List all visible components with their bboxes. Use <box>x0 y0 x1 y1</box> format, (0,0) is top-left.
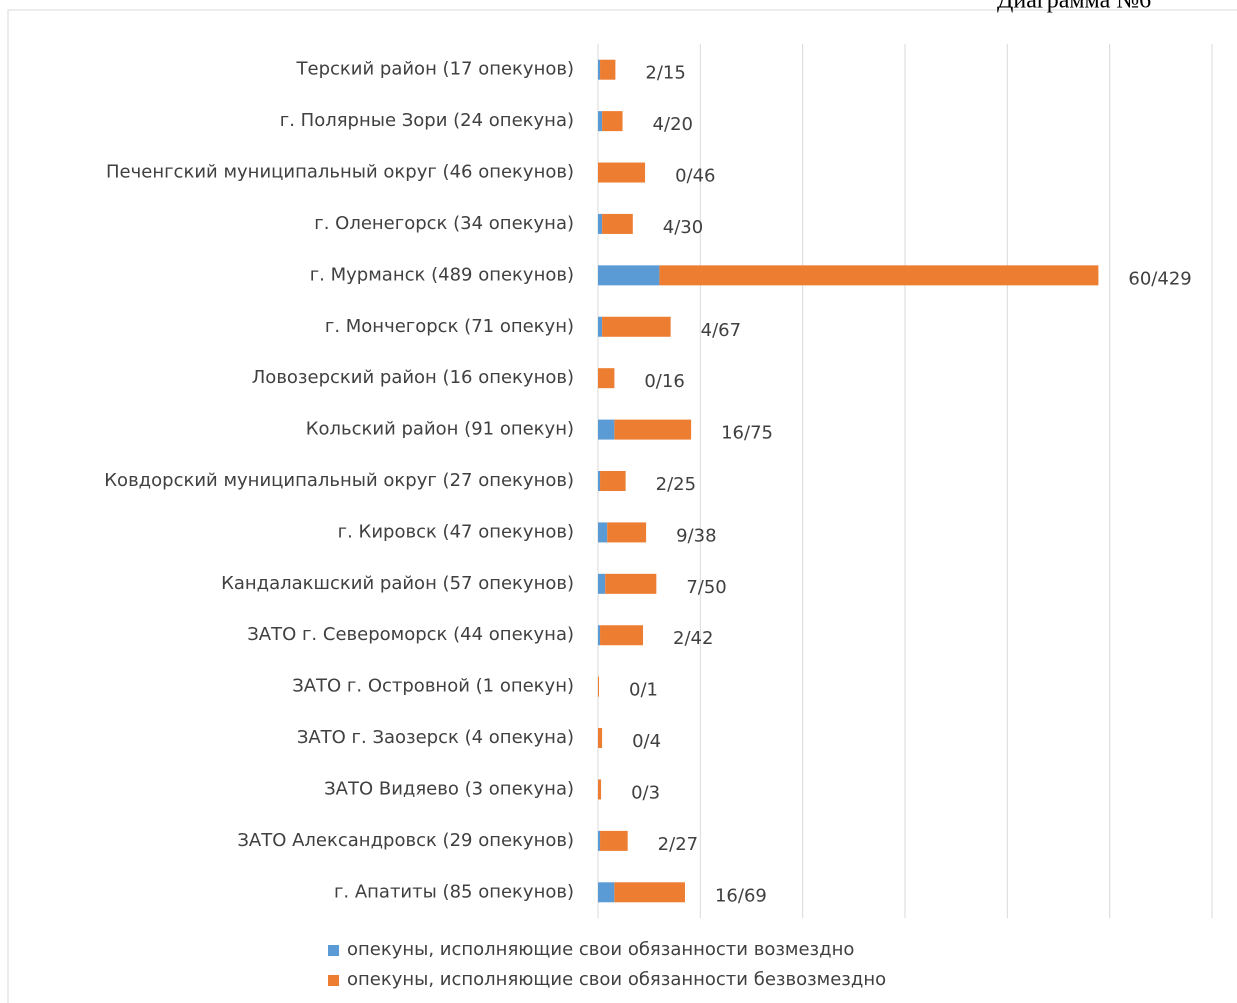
legend-swatch <box>328 945 339 956</box>
legend-label: опекуны, исполняющие свои обязанности во… <box>347 939 854 960</box>
bar <box>602 213 633 234</box>
bar-label: 2/42 <box>673 628 713 649</box>
bar-label: 4/20 <box>653 114 693 135</box>
bar <box>598 779 602 800</box>
chart-title: Диаграмма №6 <box>997 0 1151 14</box>
bar <box>598 573 606 594</box>
bar-label: 4/30 <box>663 217 703 238</box>
bar <box>598 419 615 440</box>
y-tick-label: г. Апатиты (85 опекунов) <box>334 881 574 902</box>
chart-border <box>7 9 1237 1003</box>
bar <box>598 471 601 491</box>
bar <box>600 830 628 851</box>
y-tick-label: г. Мончегорск (71 опекун) <box>325 316 574 337</box>
bar <box>659 265 1099 286</box>
bar <box>600 625 644 646</box>
legend-label: опекуны, исполняющие свои обязанности бе… <box>347 969 886 990</box>
bar-label: 4/67 <box>701 320 741 341</box>
bar <box>605 573 657 594</box>
title-bg <box>990 0 1237 9</box>
y-tick-label: Ковдорский муниципальный округ (27 опеку… <box>104 470 574 491</box>
y-tick-label: ЗАТО г. Заозерск (4 опекуна) <box>297 727 574 748</box>
y-tick-label: г. Мурманск (489 опекунов) <box>310 264 574 285</box>
bar <box>607 522 647 543</box>
bar <box>598 59 601 80</box>
y-tick-label: ЗАТО Видяево (3 опекуна) <box>324 778 574 799</box>
y-tick-label: г. Полярные Зори (24 опекуна) <box>280 110 574 131</box>
y-tick-label: Печенгский муниципальный округ (46 опеку… <box>106 162 574 183</box>
bar <box>598 882 615 903</box>
y-tick-label: г. Оленегорск (34 опекуна) <box>314 213 574 234</box>
bar-label: 16/69 <box>715 885 767 906</box>
bar <box>598 728 603 749</box>
bar <box>598 265 660 286</box>
bar <box>598 162 646 183</box>
bar <box>602 111 623 132</box>
bar-label: 0/4 <box>632 731 661 752</box>
bar <box>598 111 603 132</box>
bar <box>598 316 603 337</box>
bar <box>598 522 608 543</box>
y-tick-label: г. Кировск (47 опекунов) <box>338 521 574 542</box>
bar <box>598 213 603 234</box>
bar-label: 7/50 <box>686 577 726 598</box>
bar-label: 0/3 <box>631 782 660 803</box>
bar <box>598 625 601 646</box>
y-tick-label: ЗАТО г. Островной (1 опекун) <box>292 676 574 697</box>
bar-label: 0/46 <box>675 166 715 187</box>
bar-label: 9/38 <box>676 525 716 546</box>
bar <box>600 471 626 491</box>
bar <box>598 368 615 389</box>
bar <box>598 676 600 697</box>
y-tick-label: Терский район (17 опекунов) <box>296 59 574 80</box>
bar <box>600 59 616 80</box>
bar <box>614 882 685 903</box>
y-tick-label: Кольский район (91 опекун) <box>306 419 574 440</box>
bar <box>602 316 671 337</box>
bar-label: 0/1 <box>629 680 658 701</box>
bar-label: 2/25 <box>656 474 696 495</box>
bar-label: 16/75 <box>721 423 773 444</box>
bar <box>598 830 601 851</box>
legend-swatch <box>328 975 339 986</box>
bar <box>614 419 692 440</box>
y-tick-label: Кандалакшский район (57 опекунов) <box>221 573 574 594</box>
bar-label: 0/16 <box>644 371 684 392</box>
y-tick-label: Ловозерский район (16 опекунов) <box>252 367 574 388</box>
y-tick-label: ЗАТО г. Североморск (44 опекуна) <box>247 624 574 645</box>
bar-label: 60/429 <box>1128 268 1191 289</box>
bar-label: 2/27 <box>658 834 698 855</box>
bar-label: 2/15 <box>645 63 685 84</box>
y-tick-label: ЗАТО Александровск (29 опекунов) <box>237 830 574 851</box>
